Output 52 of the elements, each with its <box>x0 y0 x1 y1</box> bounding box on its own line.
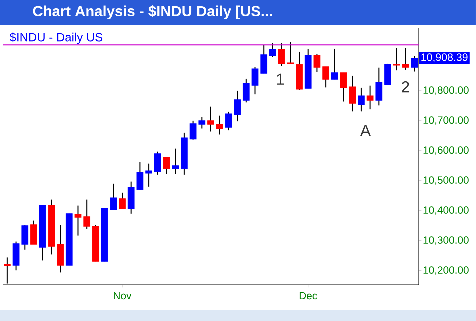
annotation: 1 <box>277 74 284 85</box>
candlestick <box>366 85 374 110</box>
candlestick <box>287 42 294 64</box>
candlestick <box>198 116 206 130</box>
candlestick <box>331 48 338 80</box>
candlestick <box>384 63 392 86</box>
candlestick <box>252 66 259 96</box>
candlestick <box>136 162 144 190</box>
chart-subtitle: $INDU - Daily US <box>10 32 103 44</box>
candlestick <box>322 66 330 88</box>
candlestick <box>30 220 38 245</box>
candlestick <box>349 75 356 112</box>
y-tick-label: 10,400.00 <box>424 206 469 216</box>
candlestick <box>12 241 20 272</box>
candlestick <box>242 78 250 104</box>
annotation: 2 <box>402 82 410 93</box>
y-tick-label: 10,800.00 <box>424 86 469 96</box>
candlestick <box>270 42 276 58</box>
y-tick-label: 10,500.00 <box>424 176 469 186</box>
candlestick <box>154 151 162 176</box>
candlestick <box>84 199 91 230</box>
chart-title: Chart Analysis - $INDU Daily [US... <box>33 6 272 20</box>
candlestick <box>314 54 321 73</box>
y-tick-label: 10,300.00 <box>424 236 469 246</box>
candlestick <box>393 48 400 72</box>
y-tick-label: 10,700.00 <box>424 116 469 126</box>
candlestick <box>110 183 118 211</box>
x-tick-label: Nov <box>114 292 132 300</box>
x-tick-label: Dec <box>300 292 318 300</box>
candlestick <box>216 115 224 136</box>
candlestick <box>208 106 214 132</box>
candlestick <box>340 72 348 102</box>
text: 10,908.39 <box>422 54 468 62</box>
candlestick <box>146 163 152 188</box>
candlestick <box>57 224 64 274</box>
candlestick <box>234 90 241 122</box>
candlestick <box>358 87 365 112</box>
candlestick <box>119 192 126 210</box>
candlestick <box>190 120 197 140</box>
candlestick <box>163 157 170 175</box>
y-tick-label: 10,200.00 <box>424 266 469 276</box>
candlestick <box>376 67 383 106</box>
y-tick-label: 10,600.00 <box>424 146 469 156</box>
candlestick <box>74 205 82 236</box>
candlestick <box>278 42 286 67</box>
candlestick <box>260 44 268 74</box>
candlestick <box>402 48 410 70</box>
candlestick <box>225 111 232 132</box>
annotation: A <box>360 125 372 136</box>
candlestick <box>172 148 180 175</box>
candlestick <box>128 181 135 214</box>
candlestick <box>22 224 29 250</box>
